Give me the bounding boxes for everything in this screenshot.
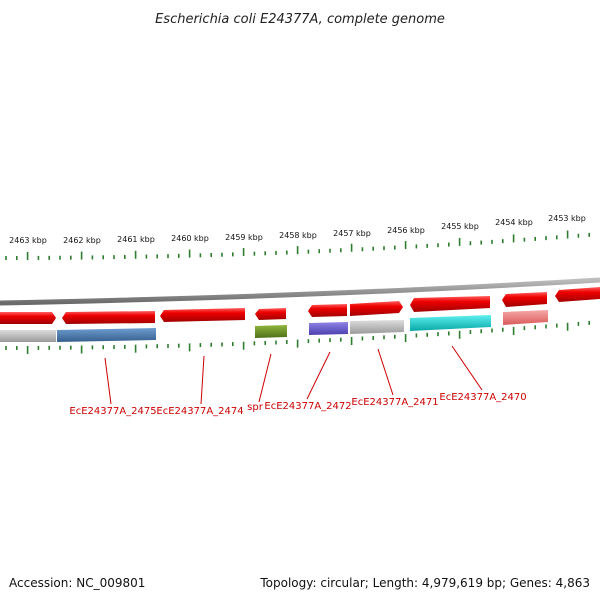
gene-arrow[interactable] bbox=[0, 312, 56, 324]
gene-label[interactable]: EcE24377A_2472 bbox=[264, 401, 351, 412]
feature-blocks bbox=[0, 310, 548, 342]
feature-block-gray[interactable] bbox=[350, 320, 404, 334]
gene-arrow[interactable] bbox=[410, 296, 490, 312]
gene-label-leaders bbox=[104, 345, 483, 405]
gene-arrow[interactable] bbox=[555, 287, 600, 302]
feature-block-pink[interactable] bbox=[503, 310, 548, 325]
gene-arrow[interactable] bbox=[62, 311, 155, 324]
tick-label: 2456 kbp bbox=[387, 226, 425, 235]
gene-label[interactable]: EcE24377A_2471 bbox=[351, 397, 438, 408]
feature-block-blue[interactable] bbox=[57, 328, 156, 342]
gene-arrow[interactable] bbox=[308, 304, 347, 317]
gene-label[interactable]: EcE24377A_2470 bbox=[439, 392, 526, 403]
feature-block-purple[interactable] bbox=[309, 322, 348, 335]
tick-label: 2461 kbp bbox=[117, 235, 155, 244]
gene-label[interactable]: spr bbox=[247, 402, 264, 413]
leader-line bbox=[451, 345, 483, 391]
leader-line bbox=[306, 351, 331, 400]
forward-strand-genes bbox=[0, 287, 600, 324]
genome-summary-text: Topology: circular; Length: 4,979,619 bp… bbox=[259, 576, 590, 590]
gene-label[interactable]: EcE24377A_2474 bbox=[156, 406, 243, 417]
leader-line bbox=[258, 353, 272, 403]
gene-label[interactable]: EcE24377A_2475 bbox=[69, 406, 156, 417]
map-title: Escherichia coli E24377A, complete genom… bbox=[155, 12, 445, 27]
feature-block-cyan[interactable] bbox=[410, 315, 491, 331]
gene-labels: EcE24377A_2475 EcE24377A_2474 spr EcE243… bbox=[69, 392, 526, 417]
upper-tick-marks bbox=[5, 230, 591, 260]
tick-label: 2457 kbp bbox=[333, 229, 371, 238]
tick-label: 2462 kbp bbox=[63, 236, 101, 245]
gene-arrow[interactable] bbox=[255, 308, 286, 320]
gene-arrow[interactable] bbox=[502, 292, 547, 307]
gene-arrow[interactable] bbox=[160, 308, 245, 322]
tick-label: 2458 kbp bbox=[279, 231, 317, 240]
accession-text: Accession: NC_009801 bbox=[9, 576, 145, 590]
feature-block-gray[interactable] bbox=[0, 330, 56, 342]
tick-label: 2455 kbp bbox=[441, 222, 479, 231]
tick-label: 2460 kbp bbox=[171, 234, 209, 243]
gene-arrow[interactable] bbox=[350, 301, 403, 316]
leader-line bbox=[200, 355, 205, 405]
genome-backbone bbox=[0, 277, 600, 306]
lower-tick-marks bbox=[5, 320, 591, 354]
leader-line bbox=[377, 348, 394, 396]
leader-line bbox=[104, 357, 112, 405]
feature-block-olive[interactable] bbox=[255, 325, 287, 338]
tick-label: 2453 kbp bbox=[548, 214, 586, 223]
tick-labels: 2463 kbp 2462 kbp 2461 kbp 2460 kbp 2459… bbox=[9, 214, 586, 245]
tick-label: 2463 kbp bbox=[9, 236, 47, 245]
tick-label: 2454 kbp bbox=[495, 218, 533, 227]
tick-label: 2459 kbp bbox=[225, 233, 263, 242]
